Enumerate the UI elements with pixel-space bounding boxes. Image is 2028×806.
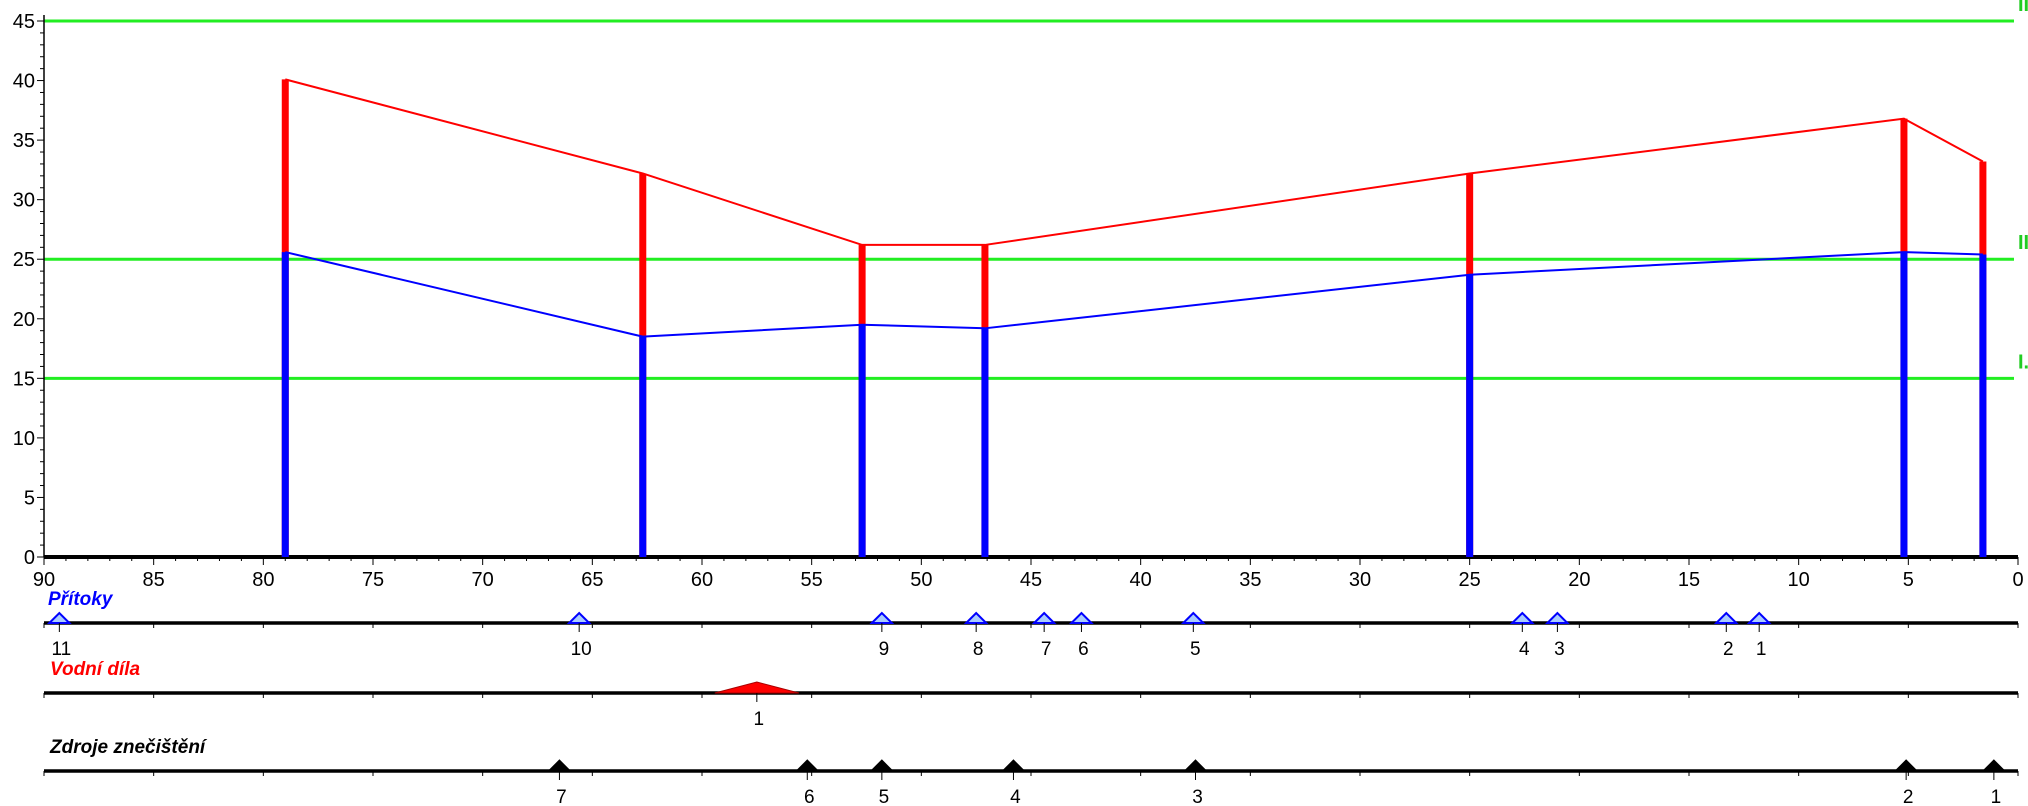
x-tick-label: 20 xyxy=(1568,569,1590,591)
pollution-marker xyxy=(795,759,820,772)
marker-label: 5 xyxy=(1190,639,1201,660)
x-tick-label: 75 xyxy=(362,569,384,591)
marker-label: 7 xyxy=(1041,639,1052,660)
marker-label: 1 xyxy=(1756,639,1767,660)
y-tick-label: 5 xyxy=(24,487,35,509)
pollution-marker xyxy=(1893,759,1919,772)
inflow-marker xyxy=(1180,611,1206,624)
track-title: Vodní díla xyxy=(50,659,141,680)
y-tick-label: 45 xyxy=(13,11,35,33)
x-tick-label: 30 xyxy=(1349,569,1371,591)
marker-label: 2 xyxy=(1723,639,1734,660)
marker-label: 3 xyxy=(1554,639,1565,660)
x-tick-label: 70 xyxy=(472,569,494,591)
inflow-marker xyxy=(963,611,989,624)
marker-label: 1 xyxy=(1991,787,2002,806)
x-tick-label: 55 xyxy=(801,569,823,591)
marker-label: 11 xyxy=(51,639,71,660)
pollution-marker xyxy=(1183,759,1208,772)
y-tick-label: 35 xyxy=(13,130,35,152)
x-tick-label: 10 xyxy=(1788,569,1810,591)
inflow-marker xyxy=(1509,611,1535,624)
marker-label: 4 xyxy=(1519,639,1530,660)
dam-marker xyxy=(714,681,799,694)
x-tick-label: 35 xyxy=(1239,569,1261,591)
x-tick-label: 80 xyxy=(252,569,274,591)
inflow-marker xyxy=(46,611,72,624)
inflow-marker xyxy=(1746,611,1772,624)
x-tick-label: 25 xyxy=(1459,569,1481,591)
y-tick-label: 25 xyxy=(13,249,35,271)
x-tick-label: 5 xyxy=(1903,569,1914,591)
y-tick-label: 30 xyxy=(13,190,35,212)
marker-label: 6 xyxy=(1078,639,1089,660)
marker-label: 7 xyxy=(556,787,567,806)
y-tick-label: 40 xyxy=(13,71,35,93)
x-tick-label: 15 xyxy=(1678,569,1700,591)
marker-label: 4 xyxy=(1010,787,1021,806)
x-tick-label: 45 xyxy=(1020,569,1042,591)
class-line-label: II xyxy=(2018,0,2028,16)
x-tick-label: 60 xyxy=(691,569,713,591)
inflow-marker xyxy=(566,611,592,624)
pollution-marker xyxy=(869,759,895,772)
marker-label: 5 xyxy=(879,787,890,806)
marker-label: 6 xyxy=(804,787,815,806)
x-tick-label: 40 xyxy=(1130,569,1152,591)
blue-series-line xyxy=(285,251,1983,338)
track: Přítoky 11 10 9 8 7 6 5 4 3 2 1 xyxy=(43,589,2019,660)
track: Zdroje znečištění 7 6 5 4 3 2 1 xyxy=(43,737,2019,806)
inflow-marker xyxy=(1069,611,1094,624)
pollution-marker xyxy=(547,759,572,772)
inflow-marker xyxy=(1544,611,1570,624)
marker-label: 3 xyxy=(1192,787,1203,806)
red-series-line xyxy=(285,78,1984,246)
x-tick-label: 85 xyxy=(143,569,165,591)
x-tick-label: 65 xyxy=(581,569,603,591)
class-line-label: III xyxy=(2018,232,2028,254)
y-tick-label: 15 xyxy=(13,368,35,390)
track: Vodní díla 1 xyxy=(43,659,2019,730)
pollution-marker xyxy=(1001,759,1026,772)
marker-label: 1 xyxy=(754,709,765,730)
y-tick-label: 10 xyxy=(13,428,35,450)
marker-label: 9 xyxy=(879,639,890,660)
inflow-marker xyxy=(1713,611,1739,624)
x-tick-label: 50 xyxy=(910,569,932,591)
marker-label: 10 xyxy=(571,639,592,660)
y-tick-label: 0 xyxy=(24,547,35,569)
x-tick-label: 90 xyxy=(33,569,55,591)
inflow-marker xyxy=(1031,611,1057,624)
marker-label: 8 xyxy=(973,639,984,660)
inflow-marker xyxy=(869,611,895,624)
track-title: Přítoky xyxy=(48,589,114,610)
track-title: Zdroje znečištění xyxy=(49,737,208,758)
x-tick-label: 0 xyxy=(2012,569,2023,591)
class-line-label: I. xyxy=(2018,351,2028,373)
y-tick-label: 20 xyxy=(13,309,35,331)
pollution-marker xyxy=(1981,759,2007,772)
marker-label: 2 xyxy=(1903,787,1914,806)
